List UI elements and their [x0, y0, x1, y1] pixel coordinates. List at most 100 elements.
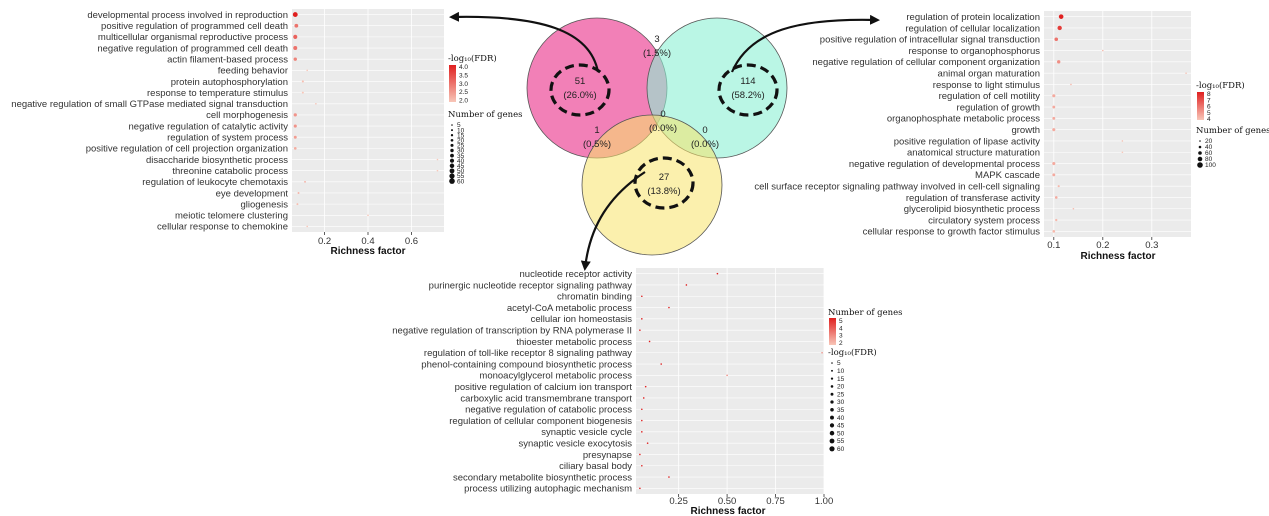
data-point: [294, 23, 299, 28]
term-label: regulation of cellular localization: [905, 23, 1040, 34]
color-legend-tick: 4.0: [459, 64, 468, 71]
color-legend-tick: 3: [839, 333, 843, 340]
term-label: presynapse: [583, 450, 632, 461]
venn-left-bottom-pct: (0.5%): [583, 139, 611, 150]
data-point: [293, 57, 297, 61]
data-point: [297, 191, 300, 194]
term-label: negative regulation of catalytic activit…: [129, 121, 289, 132]
venn-left-bottom-count: 1: [594, 125, 599, 136]
size-legend-label: 20: [837, 384, 845, 391]
size-legend-label: 45: [837, 423, 845, 430]
term-label: synaptic vesicle cycle: [541, 427, 632, 438]
size-legend-label: 10: [837, 368, 845, 375]
x-axis-title: Richness factor: [690, 506, 765, 516]
highlight-left-only: [549, 63, 611, 117]
term-label: process utilizing autophagic mechanism: [464, 484, 632, 495]
term-label: developmental process involved in reprod…: [87, 10, 288, 21]
size-legend-label: 40: [1205, 144, 1213, 151]
size-legend-dot: [450, 148, 454, 153]
size-legend-label: 40: [837, 415, 845, 422]
chart-right-only-terms: regulation of protein localizationregula…: [754, 11, 1269, 262]
size-legend-dot: [1198, 145, 1202, 149]
size-legend-label: 60: [457, 178, 465, 185]
color-legend-tick: 2.5: [459, 89, 468, 96]
size-legend-dot: [829, 423, 835, 428]
color-legend-title: -log₁₀(FDR): [448, 53, 497, 64]
term-label: regulation of transferase activity: [906, 193, 1040, 204]
data-point: [642, 397, 645, 399]
data-point: [641, 464, 643, 467]
data-point: [1185, 72, 1187, 74]
term-label: cellular response to chemokine: [157, 222, 288, 233]
size-legend-dot: [1198, 151, 1202, 155]
term-label: protein autophosphorylation: [171, 77, 288, 88]
data-point: [301, 80, 304, 83]
size-legend-dot: [450, 134, 454, 137]
size-legend-label: 60: [837, 446, 845, 453]
data-point: [1052, 94, 1056, 98]
term-label: regulation of cellular component biogene…: [449, 416, 632, 427]
term-label: acetyl-CoA metabolic process: [507, 303, 632, 314]
venn-right-bottom-pct: (0.0%): [691, 139, 719, 150]
data-point: [1052, 230, 1056, 233]
color-legend-tick: 4: [1207, 116, 1211, 123]
term-label: response to temperature stimulus: [147, 88, 288, 99]
data-point: [1055, 218, 1058, 222]
size-legend-label: 15: [837, 376, 845, 383]
size-legend-dot: [451, 124, 453, 126]
highlight-right-only: [717, 63, 779, 117]
term-label: regulation of protein localization: [906, 12, 1040, 23]
data-point: [1052, 116, 1056, 120]
size-legend-dot: [450, 143, 454, 147]
term-labels: regulation of protein localizationregula…: [754, 12, 1040, 238]
data-point: [1052, 173, 1056, 177]
size-legend-label: 80: [1205, 156, 1213, 163]
data-point: [1057, 185, 1060, 188]
color-legend-tick: 5: [1207, 110, 1211, 117]
size-legend-dot: [829, 430, 835, 436]
arrow-to-left-panel: [449, 11, 600, 73]
term-label: organophosphate metabolic process: [887, 114, 1040, 125]
color-legend-tick: 3.0: [459, 81, 468, 88]
term-label: anatomical structure maturation: [907, 148, 1040, 159]
data-point: [668, 476, 670, 478]
term-label: thioester metabolic process: [516, 337, 632, 348]
size-legend-dot: [1199, 140, 1201, 142]
term-labels: developmental process involved in reprod…: [11, 10, 288, 233]
arrow-to-right-panel: [730, 14, 880, 73]
term-label: negative regulation of transcription by …: [392, 325, 632, 336]
plot-panel: [636, 268, 824, 494]
term-label: meiotic telomere clustering: [175, 211, 288, 222]
color-legend-tick: 8: [1207, 91, 1211, 98]
term-label: negative regulation of small GTPase medi…: [11, 99, 288, 110]
data-point: [639, 487, 641, 490]
data-point: [641, 408, 643, 411]
venn-diagram: 51 (26.0%) 114 (58.2%) 27 (13.8%) 3 (1.5…: [449, 11, 880, 271]
venn-right-only-pct: (58.2%): [731, 90, 764, 101]
term-label: carboxylic acid transmembrane transport: [460, 393, 632, 404]
size-legend-label: 50: [837, 430, 845, 437]
data-point: [821, 351, 823, 354]
data-point: [436, 158, 439, 161]
size-legend-label: 50: [457, 168, 465, 175]
term-label: cell surface receptor signaling pathway …: [754, 181, 1040, 192]
term-label: synaptic vesicle exocytosis: [518, 438, 632, 449]
term-label: glycerolipid biosynthetic process: [904, 204, 1040, 215]
color-legend-tick: 3.5: [459, 72, 468, 79]
x-tick-label: 0.75: [766, 496, 785, 507]
size-legend-dot: [830, 400, 834, 404]
size-legend-label: 55: [837, 438, 845, 445]
data-point: [641, 318, 643, 320]
data-point: [304, 180, 306, 183]
size-legend-title: Number of genes: [1196, 126, 1269, 136]
size-legend-dot: [831, 369, 833, 372]
term-label: regulation of toll-like receptor 8 signa…: [424, 348, 632, 359]
term-label: monoacylglycerol metabolic process: [479, 371, 632, 382]
data-point: [293, 113, 297, 117]
term-label: cellular ion homeostasis: [531, 314, 633, 325]
term-label: positive regulation of lipase activity: [894, 136, 1041, 147]
